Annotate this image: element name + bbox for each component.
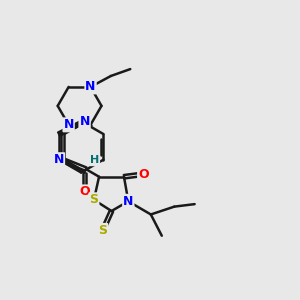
Text: H: H: [90, 155, 99, 165]
Text: N: N: [123, 195, 134, 208]
Text: O: O: [79, 185, 90, 198]
Text: N: N: [80, 115, 90, 128]
Text: N: N: [54, 153, 64, 166]
Text: N: N: [85, 80, 96, 93]
Text: S: S: [98, 224, 107, 237]
Text: N: N: [64, 118, 74, 131]
Text: S: S: [89, 193, 98, 206]
Text: O: O: [138, 168, 149, 181]
